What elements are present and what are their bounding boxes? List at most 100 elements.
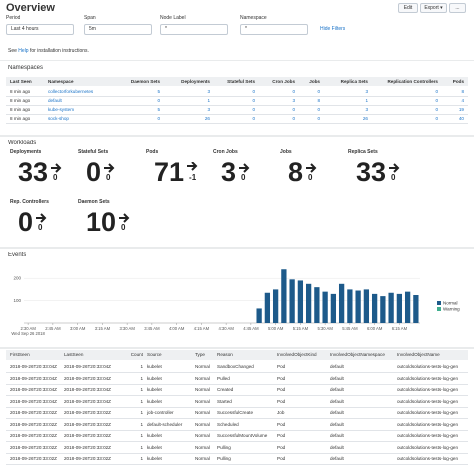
x-date-label: Wed Sep 26 2018 <box>11 331 45 336</box>
table-cell: outcoldsolutions-tests-log-gen <box>397 364 459 369</box>
header-button[interactable]: Edit <box>398 3 418 13</box>
trend-arrow-path <box>119 213 130 223</box>
table-cell: 1 <box>140 364 143 369</box>
help-link[interactable]: Help <box>18 48 29 54</box>
trend-arrow <box>306 163 317 173</box>
table-cell[interactable]: 3 <box>365 107 368 112</box>
table-cell: outcoldsolutions-tests-log-gen <box>397 421 459 427</box>
table-cell[interactable]: 0 <box>435 107 438 112</box>
table-cell[interactable]: 0 <box>252 116 255 121</box>
table-cell[interactable]: 3 <box>207 89 210 94</box>
table-cell[interactable]: 0 <box>252 89 255 94</box>
bar <box>355 290 361 323</box>
table-cell[interactable]: 0 <box>157 116 160 121</box>
table-cell: outcoldsolutions-tests-log-gen <box>397 456 459 461</box>
filter-select[interactable]: 5m <box>84 24 152 35</box>
table-cell: outcoldsolutions-tests-log-gen <box>397 433 459 438</box>
table-cell[interactable]: 0 <box>317 116 320 121</box>
trend-arrow-path <box>306 163 317 173</box>
row-divider <box>6 452 468 453</box>
table-cell[interactable]: sock-shop <box>48 116 69 121</box>
table-cell: outcoldsolutions-tests-log-gen <box>397 387 459 392</box>
table-cell[interactable]: 0 <box>157 98 160 103</box>
column-header: Replica Sets <box>340 79 368 84</box>
table-cell[interactable]: default <box>48 98 62 103</box>
table-cell: Normal <box>195 387 210 392</box>
table-cell[interactable]: 0 <box>435 89 438 94</box>
single-value: 33 0 <box>356 157 400 187</box>
table-cell[interactable]: 0 <box>252 98 255 103</box>
column-header: Daemon Sets <box>130 79 160 84</box>
tile-label: Daemon Sets <box>78 199 110 205</box>
table-cell: default <box>330 444 344 450</box>
table-cell: 2018-09-26T20:33:04Z <box>10 375 57 381</box>
table-cell[interactable]: 19 <box>458 107 464 112</box>
header-button[interactable]: ... <box>449 3 466 13</box>
table-cell: Normal <box>195 456 210 461</box>
table-cell: 2018-09-26T20:33:04Z <box>10 398 57 404</box>
table-cell: Normal <box>195 398 210 404</box>
table-cell[interactable]: 1 <box>365 98 368 103</box>
trend-delta: 0 <box>391 173 396 182</box>
table-cell[interactable]: 5 <box>157 107 160 112</box>
trend-arrow <box>119 213 130 223</box>
table-cell[interactable]: 0 <box>292 89 295 94</box>
value: 33 <box>356 157 387 187</box>
table-cell[interactable]: 3 <box>207 107 210 112</box>
header-button[interactable]: Export ▾ <box>420 3 447 13</box>
x-tick-label: 3:30 AM <box>119 326 135 331</box>
table-cell[interactable]: 0 <box>292 116 295 121</box>
table-cell: 1 <box>140 433 143 438</box>
column-header: Replication Controllers <box>387 79 438 84</box>
table-cell[interactable]: 0 <box>317 107 320 112</box>
trend-arrow <box>104 163 115 173</box>
table-cell[interactable]: 0 <box>435 98 438 103</box>
value: 8 <box>288 157 304 187</box>
column-header: InvolvedObjectKind <box>277 352 317 357</box>
table-cell[interactable]: 4 <box>461 98 464 103</box>
table-cell: default <box>330 387 344 392</box>
table-cell[interactable]: 40 <box>458 116 464 121</box>
table-cell[interactable]: 8 <box>461 89 464 94</box>
trend: 0 <box>388 162 400 182</box>
row-divider <box>6 429 468 430</box>
filter-select[interactable]: Last 4 hours <box>6 24 74 35</box>
table-cell: default <box>330 433 344 438</box>
table-cell[interactable]: kube-system <box>48 107 75 112</box>
trend-arrow-path <box>389 163 400 173</box>
table-cell[interactable]: 26 <box>362 116 368 121</box>
tile-label: Deployments <box>10 149 42 155</box>
table-cell: 2018-09-26T20:33:02Z <box>10 456 57 461</box>
table-cell[interactable]: 3 <box>292 98 295 103</box>
trend-delta: 0 <box>38 223 43 232</box>
trend-arrow <box>36 213 47 223</box>
table-cell: 1 <box>140 410 143 415</box>
x-tick-label: 5:30 AM <box>317 326 333 331</box>
filter-select[interactable]: * <box>160 24 228 35</box>
table-cell[interactable]: collectorforkubernetes <box>48 89 94 94</box>
table-cell[interactable]: 5 <box>157 89 160 94</box>
x-tick-label: 3:15 AM <box>95 326 111 331</box>
table-cell[interactable]: 26 <box>204 116 210 121</box>
column-header: Deployments <box>181 79 210 84</box>
trend-arrow-path <box>36 213 47 223</box>
table-cell[interactable]: 0 <box>317 89 320 94</box>
filter-select[interactable]: * <box>240 24 308 35</box>
table-cell[interactable]: 0 <box>435 116 438 121</box>
table-cell: 1 <box>140 456 143 461</box>
table-cell: Normal <box>195 444 210 450</box>
value: 71 <box>154 157 185 187</box>
table-cell[interactable]: 1 <box>207 98 210 103</box>
table-cell: 8 min ago <box>10 89 31 94</box>
table-cell[interactable]: 8 <box>317 98 320 103</box>
column-header: Stateful Sets <box>227 79 255 84</box>
trend: 0 <box>50 162 62 182</box>
table-cell[interactable]: 3 <box>365 89 368 94</box>
table-cell[interactable]: 0 <box>292 107 295 112</box>
hide-filters-link[interactable]: Hide Filters <box>320 26 346 32</box>
table-cell: 1 <box>140 421 143 427</box>
panel-title: Workloads <box>8 140 37 146</box>
table-cell[interactable]: 0 <box>252 107 255 112</box>
table-cell: Scheduled <box>217 421 239 427</box>
